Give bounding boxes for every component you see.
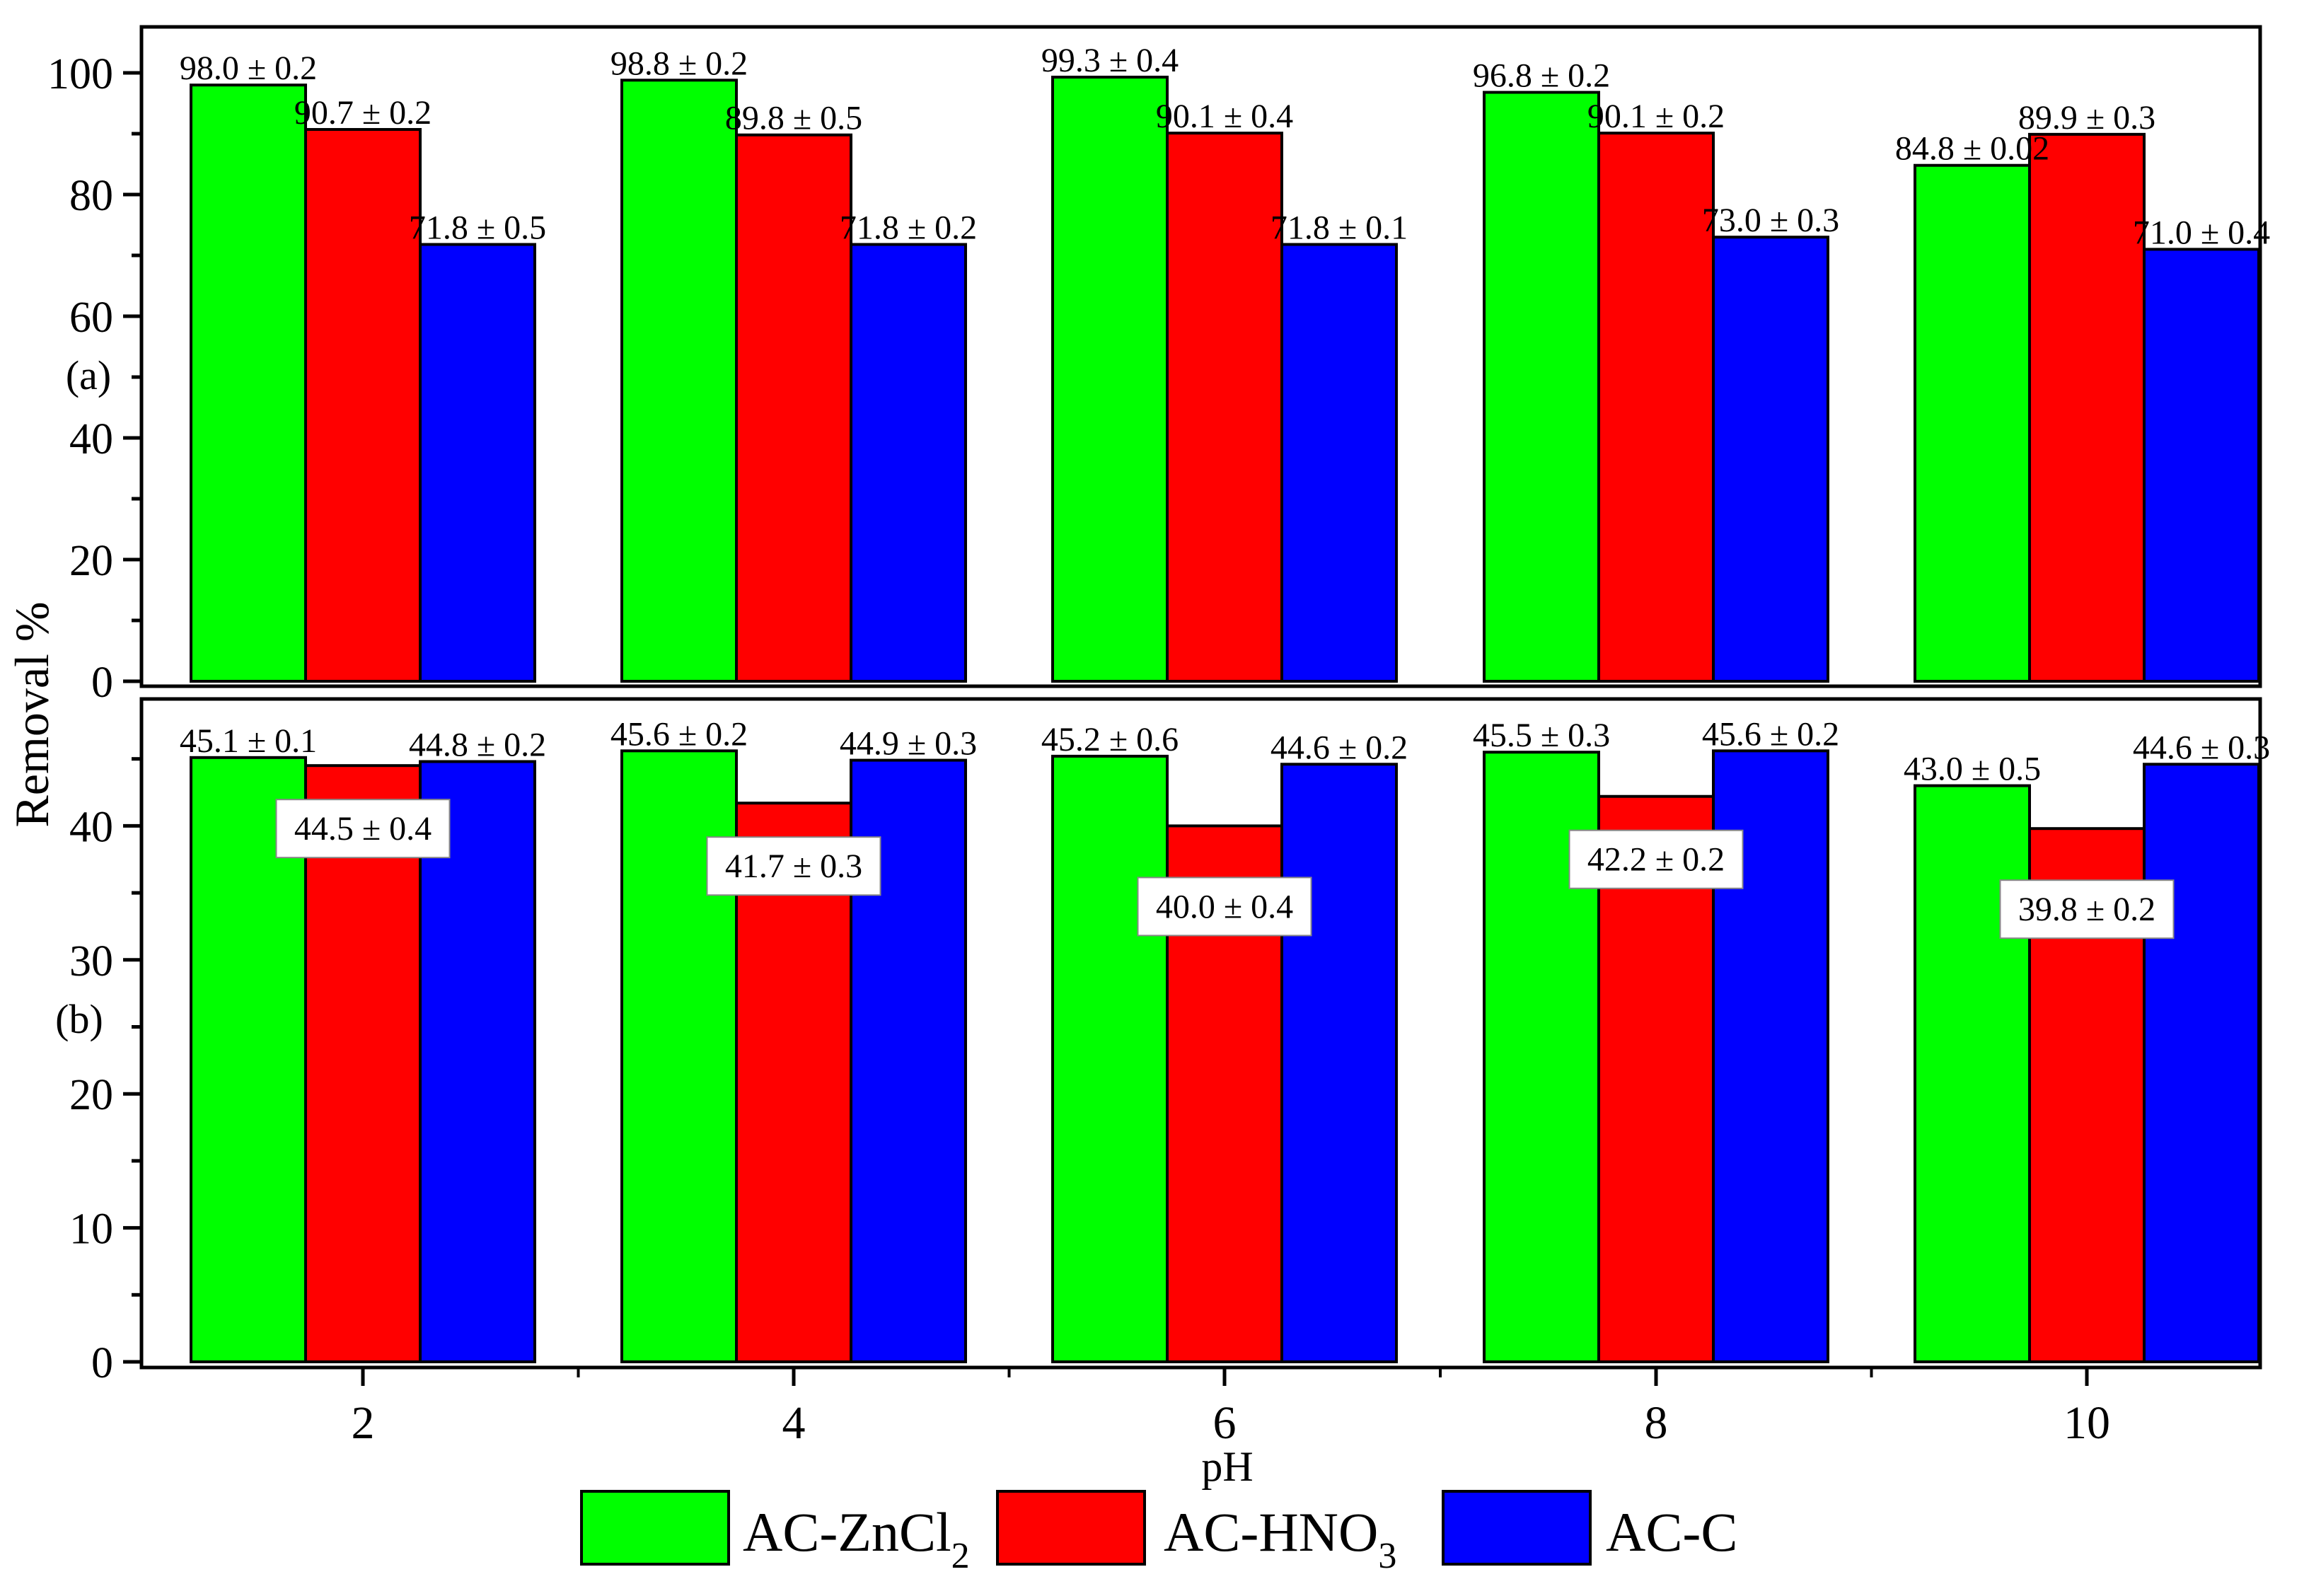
legend-label: AC-C [1606, 1501, 1737, 1563]
data-label-box [706, 836, 881, 896]
data-label: 45.1 ± 0.1 [180, 722, 317, 760]
legend-label: AC-ZnCl2 [743, 1501, 970, 1576]
data-label: 71.8 ± 0.1 [1271, 209, 1408, 247]
y-tick-label: 60 [69, 294, 113, 342]
data-label: 45.6 ± 0.2 [1702, 715, 1839, 753]
legend: AC-ZnCl2 AC-HNO3 AC-C [580, 1490, 1737, 1576]
x-tick-label: 8 [1645, 1397, 1668, 1449]
data-label: 44.8 ± 0.2 [409, 726, 546, 763]
data-label: 41.7 ± 0.3 [725, 848, 862, 885]
data-label: 45.6 ± 0.2 [610, 715, 748, 753]
data-label: 40.0 ± 0.4 [1156, 888, 1293, 925]
y-tick-label: 20 [69, 1071, 113, 1119]
panel-tag: (b) [55, 996, 103, 1042]
bar-AC-HNO3-10 [2028, 132, 2146, 683]
data-label: 43.0 ± 0.5 [1904, 751, 2041, 788]
data-label: 44.5 ± 0.4 [294, 810, 432, 848]
y-tick-label: 40 [69, 803, 113, 851]
y-tick-label: 20 [69, 537, 113, 585]
data-label-box [275, 799, 451, 859]
legend-swatch [1442, 1490, 1592, 1566]
y-tick-label: 0 [91, 1339, 113, 1387]
bar-AC-C-8 [1712, 236, 1829, 683]
bar-AC-C-10 [2143, 248, 2260, 683]
data-label: 45.5 ± 0.3 [1473, 717, 1610, 754]
data-label: 71.8 ± 0.5 [409, 209, 546, 247]
bar-AC-ZnCl2-2 [190, 756, 307, 1363]
data-label: 44.6 ± 0.3 [2133, 729, 2270, 766]
data-label: 42.2 ± 0.2 [1587, 841, 1725, 879]
bar-AC-C-2 [419, 760, 536, 1364]
bar-AC-HNO3-8 [1597, 132, 1715, 683]
y-tick-label: 0 [91, 659, 113, 707]
bar-AC-ZnCl2-2 [190, 83, 307, 683]
data-label: 84.8 ± 0.02 [1895, 130, 2049, 168]
data-label: 89.9 ± 0.3 [2018, 99, 2155, 137]
data-label: 71.8 ± 0.2 [840, 209, 977, 247]
y-tick-label: 40 [69, 415, 113, 463]
bar-AC-ZnCl2-10 [1914, 784, 2031, 1363]
y-tick-label: 100 [47, 50, 113, 98]
legend-swatch [580, 1490, 730, 1566]
data-label: 98.0 ± 0.2 [180, 50, 317, 87]
data-label: 90.1 ± 0.4 [1156, 98, 1293, 135]
data-label: 73.0 ± 0.3 [1702, 202, 1839, 239]
panel-b: 0 10 20 30 40 (b) 45.1 ± 0.1 45.6 ± 0.2 45.2 ± 0… [55, 697, 2270, 1449]
data-label: 98.8 ± 0.2 [610, 45, 748, 82]
x-axis-label: pH [1201, 1443, 1253, 1490]
x-tick-label: 4 [782, 1397, 806, 1449]
bar-AC-C-6 [1280, 243, 1398, 683]
data-label: 99.3 ± 0.4 [1041, 42, 1179, 79]
data-label: 96.8 ± 0.2 [1473, 57, 1610, 95]
y-tick-label: 80 [69, 172, 113, 220]
data-label: 90.1 ± 0.2 [1587, 98, 1725, 135]
bar-AC-HNO3-2 [304, 127, 422, 683]
bar-AC-ZnCl2-4 [620, 79, 738, 683]
bar-AC-C-4 [850, 243, 967, 683]
data-label: 89.8 ± 0.5 [725, 100, 862, 137]
bar-AC-HNO3-4 [735, 133, 852, 683]
data-label-box [1568, 829, 1744, 889]
bar-AC-C-2 [419, 243, 536, 683]
bar-AC-ZnCl2-6 [1051, 76, 1169, 683]
data-label: 45.2 ± 0.6 [1041, 721, 1179, 758]
data-label-box [1137, 877, 1312, 937]
data-label: 44.6 ± 0.2 [1271, 729, 1408, 766]
y-tick-label: 30 [69, 937, 113, 985]
data-label: 39.8 ± 0.2 [2018, 891, 2155, 928]
y-tick-label: 10 [69, 1205, 113, 1254]
data-label-box [1999, 879, 2175, 939]
x-tick-label: 6 [1213, 1397, 1237, 1449]
bar-AC-HNO3-2 [304, 764, 422, 1364]
data-label: 90.7 ± 0.2 [294, 94, 432, 132]
bar-AC-HNO3-6 [1166, 132, 1283, 683]
bar-AC-ZnCl2-10 [1914, 163, 2031, 683]
data-label: 44.9 ± 0.3 [840, 725, 977, 763]
panel-tag: (a) [66, 352, 111, 398]
bar-AC-C-10 [2143, 763, 2260, 1363]
x-tick-label: 2 [352, 1397, 375, 1449]
x-tick-label: 10 [2064, 1397, 2110, 1449]
bar-AC-ZnCl2-8 [1483, 91, 1600, 683]
panel-a: 0 20 40 60 80 100 (a) 98.0 ± 0.2 98.8 ± 0.2 99.3 … [47, 25, 2270, 707]
legend-label: AC-HNO3 [1164, 1501, 1396, 1576]
bar-AC-C-6 [1280, 763, 1398, 1363]
legend-swatch [996, 1490, 1146, 1566]
bar-AC-ZnCl2-6 [1051, 754, 1169, 1363]
y-axis-label: Removal % [5, 601, 59, 827]
data-label: 71.0 ± 0.4 [2133, 214, 2270, 251]
